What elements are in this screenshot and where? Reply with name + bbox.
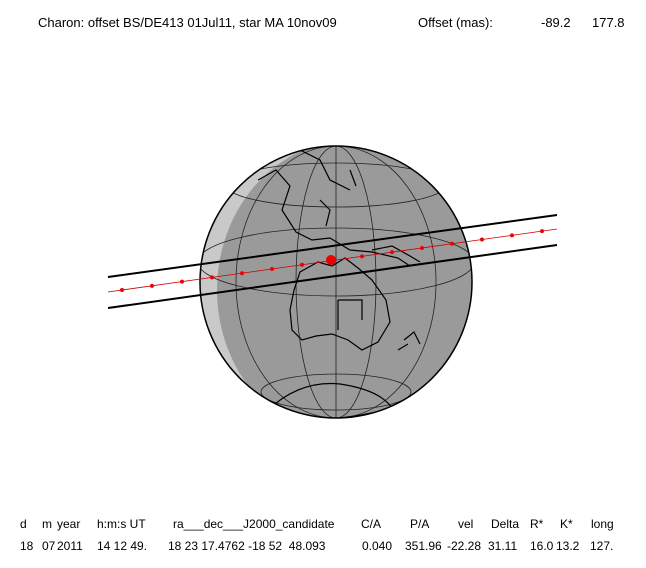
column-header: Delta — [491, 517, 519, 531]
title: Charon: offset BS/DE413 01Jul11, star MA… — [38, 15, 337, 30]
cell: 18 23 17.4762 -18 52 48.093 — [168, 539, 326, 553]
track-dot — [420, 245, 424, 250]
track-dot — [210, 275, 214, 280]
cell: 18 — [20, 539, 34, 553]
cell: 13.2 — [556, 539, 580, 553]
column-header: long — [591, 517, 614, 531]
cell: 07 — [42, 539, 56, 553]
track-dot — [300, 262, 304, 267]
column-header: P/A — [410, 517, 429, 531]
offset-x: -89.2 — [541, 15, 571, 30]
cell: 127. — [590, 539, 613, 553]
cell: 2011 — [57, 539, 83, 553]
column-header: C/A — [361, 517, 381, 531]
shadow-track — [107, 214, 558, 309]
offset-y: 177.8 — [592, 15, 625, 30]
cell: 0.040 — [362, 539, 392, 553]
column-header: vel — [458, 517, 473, 531]
track-dot — [480, 237, 484, 242]
track-dot — [270, 266, 274, 271]
globe — [199, 145, 473, 419]
cell: 351.96 — [405, 539, 442, 553]
cell: 16.0 — [530, 539, 554, 553]
column-header: d — [20, 517, 27, 531]
track-dot — [540, 229, 544, 234]
column-header: K* — [560, 517, 573, 531]
column-header: h:m:s UT — [97, 517, 146, 531]
track-dot — [390, 250, 394, 255]
track-dot — [330, 258, 334, 263]
column-header: m — [42, 517, 52, 531]
track-dot — [180, 279, 184, 284]
cell: 14 12 49. — [97, 539, 147, 553]
track-dot — [450, 241, 454, 246]
column-header: R* — [530, 517, 544, 531]
column-header: year — [57, 517, 80, 531]
track-dot — [150, 283, 154, 288]
track-dot — [360, 254, 364, 259]
offset-label: Offset (mas): — [418, 15, 493, 30]
cell: 31.11 — [488, 539, 517, 553]
column-header: ra___dec___J2000_candidate — [173, 517, 335, 531]
cell: -22.28 — [447, 539, 481, 553]
track-dot — [120, 288, 124, 293]
event-table: d m year h:m:s UT ra___dec___J2000_candidate… — [20, 517, 614, 553]
track-dot — [240, 271, 244, 276]
track-dot — [510, 233, 514, 238]
